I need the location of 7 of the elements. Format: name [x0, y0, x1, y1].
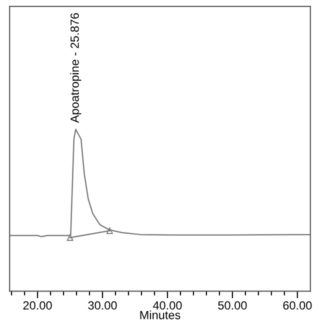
x-tick-label: 40.00 — [152, 301, 182, 310]
annotation: Apoatropine - 25.876 — [70, 13, 82, 123]
x-tick-label: 20.00 — [23, 301, 52, 310]
x-axis-title: Minutes — [140, 310, 180, 320]
x-tick-label: 30.00 — [88, 301, 117, 310]
x-tick-label: 50.00 — [218, 301, 247, 310]
x-tick-label: 60.00 — [283, 301, 312, 310]
